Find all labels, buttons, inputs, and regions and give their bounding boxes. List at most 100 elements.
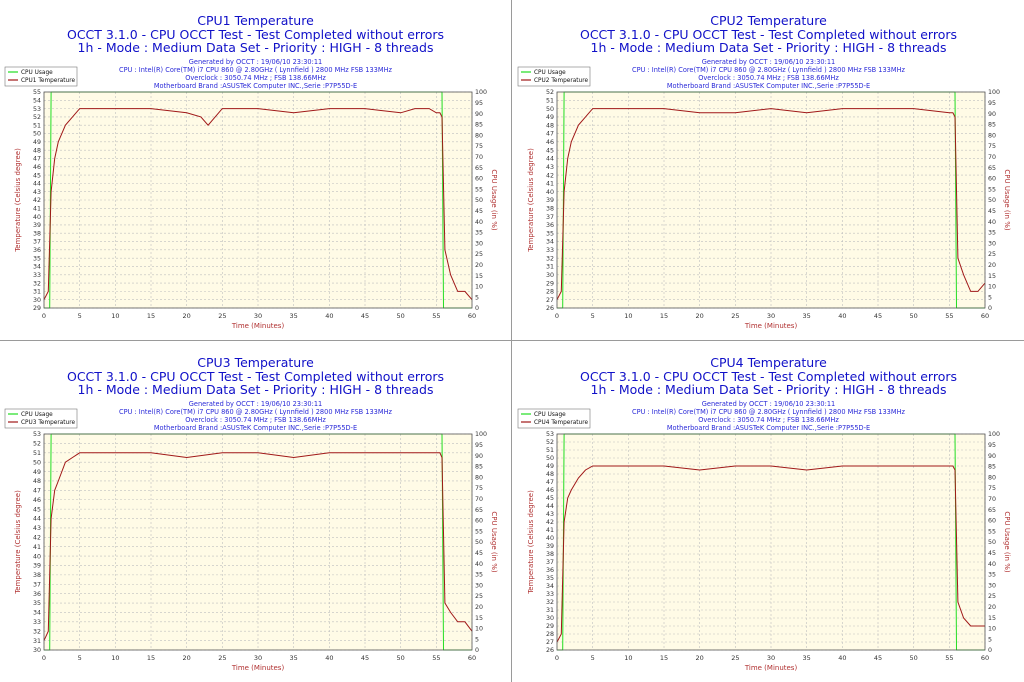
y-tick-label: 27 bbox=[546, 297, 554, 304]
legend-label-cpu-usage: CPU Usage bbox=[534, 70, 566, 76]
info-cpu: CPU : Intel(R) Core(TM) i7 CPU 860 @ 2.8… bbox=[118, 408, 392, 416]
chart-subtitle-2: 1h - Mode : Medium Data Set - Priority :… bbox=[590, 382, 947, 397]
y2-tick-label: 50 bbox=[988, 539, 996, 546]
x-tick-label: 10 bbox=[624, 654, 632, 662]
x-tick-label: 0 bbox=[42, 654, 46, 662]
info-motherboard: Motherboard Brand :ASUSTeK Computer INC.… bbox=[153, 82, 358, 90]
plot-frame bbox=[43, 433, 473, 651]
y2-tick-label: 15 bbox=[988, 273, 996, 280]
y-tick-label: 48 bbox=[33, 478, 41, 485]
x-tick-label: 25 bbox=[731, 312, 739, 320]
y2-tick-label: 85 bbox=[475, 464, 483, 471]
x-tick-label: 5 bbox=[591, 654, 595, 662]
y2-tick-label: 20 bbox=[988, 262, 996, 269]
x-tick-label: 55 bbox=[945, 654, 953, 662]
y2-tick-label: 20 bbox=[475, 604, 483, 611]
y2-tick-label: 60 bbox=[475, 518, 483, 525]
y-tick-label: 47 bbox=[546, 479, 554, 486]
y2-tick-label: 40 bbox=[988, 219, 996, 226]
y-tick-label: 31 bbox=[33, 289, 41, 296]
y-tick-label: 39 bbox=[546, 197, 554, 204]
y-tick-label: 30 bbox=[33, 297, 41, 304]
x-tick-label: 10 bbox=[111, 312, 119, 320]
y2-axis-label: CPU Usage (in %) bbox=[1003, 169, 1011, 230]
x-tick-label: 15 bbox=[660, 312, 668, 320]
y2-tick-label: 95 bbox=[475, 442, 483, 449]
x-tick-label: 35 bbox=[290, 312, 298, 320]
y2-tick-label: 55 bbox=[988, 186, 996, 193]
y2-tick-label: 30 bbox=[988, 240, 996, 247]
x-tick-label: 50 bbox=[910, 654, 918, 662]
y-tick-label: 38 bbox=[33, 572, 41, 579]
y-tick-label: 40 bbox=[546, 189, 554, 196]
x-tick-label: 60 bbox=[981, 654, 989, 662]
y-tick-label: 36 bbox=[33, 247, 41, 254]
y-tick-label: 40 bbox=[33, 553, 41, 560]
y-tick-label: 38 bbox=[546, 206, 554, 213]
y2-tick-label: 30 bbox=[988, 582, 996, 589]
x-tick-label: 50 bbox=[397, 654, 405, 662]
x-tick-label: 15 bbox=[147, 312, 155, 320]
y-tick-label: 36 bbox=[546, 222, 554, 229]
y2-tick-label: 95 bbox=[988, 100, 996, 107]
x-tick-label: 30 bbox=[254, 312, 262, 320]
y-tick-label: 47 bbox=[33, 156, 41, 163]
y2-tick-label: 60 bbox=[988, 518, 996, 525]
x-tick-label: 30 bbox=[254, 654, 262, 662]
y2-tick-label: 45 bbox=[475, 550, 483, 557]
y2-tick-label: 15 bbox=[475, 273, 483, 280]
x-tick-label: 5 bbox=[591, 312, 595, 320]
y-tick-label: 44 bbox=[33, 181, 41, 188]
y-tick-label: 51 bbox=[33, 122, 41, 129]
y-tick-label: 48 bbox=[546, 122, 554, 129]
x-axis-label: Time (Minutes) bbox=[231, 322, 285, 330]
x-tick-label: 40 bbox=[838, 654, 846, 662]
y-tick-label: 33 bbox=[33, 272, 41, 279]
y-tick-label: 54 bbox=[33, 98, 41, 105]
y-tick-label: 43 bbox=[546, 511, 554, 518]
y2-tick-label: 45 bbox=[988, 208, 996, 215]
x-axis-label: Time (Minutes) bbox=[744, 664, 798, 672]
y-tick-label: 31 bbox=[546, 264, 554, 271]
y2-tick-label: 90 bbox=[475, 453, 483, 460]
legend-box bbox=[4, 408, 78, 429]
y2-tick-label: 50 bbox=[475, 539, 483, 546]
y-tick-label: 35 bbox=[33, 255, 41, 262]
y2-tick-label: 10 bbox=[988, 284, 996, 291]
x-axis-label: Time (Minutes) bbox=[231, 664, 285, 672]
y2-tick-label: 55 bbox=[475, 528, 483, 535]
y2-tick-label: 65 bbox=[475, 165, 483, 172]
x-tick-label: 45 bbox=[874, 312, 882, 320]
y-tick-label: 42 bbox=[33, 197, 41, 204]
info-generated: Generated by OCCT : 19/06/10 23:30:11 bbox=[701, 400, 836, 408]
y-tick-label: 52 bbox=[546, 89, 554, 96]
legend-box bbox=[4, 66, 78, 87]
y2-tick-label: 45 bbox=[475, 208, 483, 215]
y-tick-label: 45 bbox=[546, 495, 554, 502]
y2-tick-label: 20 bbox=[475, 262, 483, 269]
y-tick-label: 28 bbox=[546, 289, 554, 296]
y-tick-label: 49 bbox=[546, 463, 554, 470]
x-tick-label: 15 bbox=[660, 654, 668, 662]
x-tick-label: 40 bbox=[838, 312, 846, 320]
y-tick-label: 55 bbox=[33, 89, 41, 96]
y-tick-label: 32 bbox=[33, 628, 41, 635]
x-tick-label: 15 bbox=[147, 654, 155, 662]
y-tick-label: 47 bbox=[546, 131, 554, 138]
info-overclock: Overclock : 3050.74 MHz ; FSB 138.66MHz bbox=[185, 74, 326, 82]
y-tick-label: 39 bbox=[33, 222, 41, 229]
x-tick-label: 35 bbox=[803, 312, 811, 320]
x-tick-label: 40 bbox=[325, 654, 333, 662]
chart-subtitle-1: OCCT 3.1.0 - CPU OCCT Test - Test Comple… bbox=[579, 369, 957, 384]
y-axis-label: Temperature (Celsius degree) bbox=[14, 490, 22, 595]
x-tick-label: 5 bbox=[78, 312, 82, 320]
y2-tick-label: 25 bbox=[988, 593, 996, 600]
y-tick-label: 42 bbox=[546, 172, 554, 179]
series-line-temperature bbox=[556, 465, 985, 643]
y2-tick-label: 80 bbox=[988, 474, 996, 481]
y-tick-label: 32 bbox=[33, 280, 41, 287]
chart-panel-cpu2: CPU2 Temperature OCCT 3.1.0 - CPU OCCT T… bbox=[513, 0, 1024, 340]
y-tick-label: 46 bbox=[546, 487, 554, 494]
x-tick-label: 25 bbox=[218, 654, 226, 662]
info-overclock: Overclock : 3050.74 MHz ; FSB 138.66MHz bbox=[185, 416, 326, 424]
